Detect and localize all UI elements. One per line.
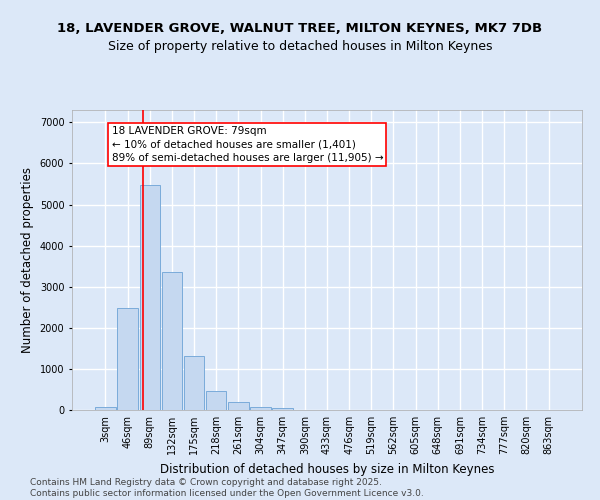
Bar	[95, 406, 116, 410]
Text: Contains HM Land Registry data © Crown copyright and database right 2025.
Contai: Contains HM Land Registry data © Crown c…	[30, 478, 424, 498]
Bar	[161, 272, 182, 410]
Bar	[228, 402, 248, 410]
X-axis label: Distribution of detached houses by size in Milton Keynes: Distribution of detached houses by size …	[160, 462, 494, 475]
Bar	[118, 308, 138, 410]
Bar	[206, 391, 226, 410]
Y-axis label: Number of detached properties: Number of detached properties	[21, 167, 34, 353]
Bar	[272, 408, 293, 410]
Text: 18 LAVENDER GROVE: 79sqm
← 10% of detached houses are smaller (1,401)
89% of sem: 18 LAVENDER GROVE: 79sqm ← 10% of detach…	[112, 126, 383, 163]
Text: 18, LAVENDER GROVE, WALNUT TREE, MILTON KEYNES, MK7 7DB: 18, LAVENDER GROVE, WALNUT TREE, MILTON …	[58, 22, 542, 36]
Bar	[250, 406, 271, 410]
Bar	[184, 356, 204, 410]
Bar	[140, 185, 160, 410]
Text: Size of property relative to detached houses in Milton Keynes: Size of property relative to detached ho…	[108, 40, 492, 53]
